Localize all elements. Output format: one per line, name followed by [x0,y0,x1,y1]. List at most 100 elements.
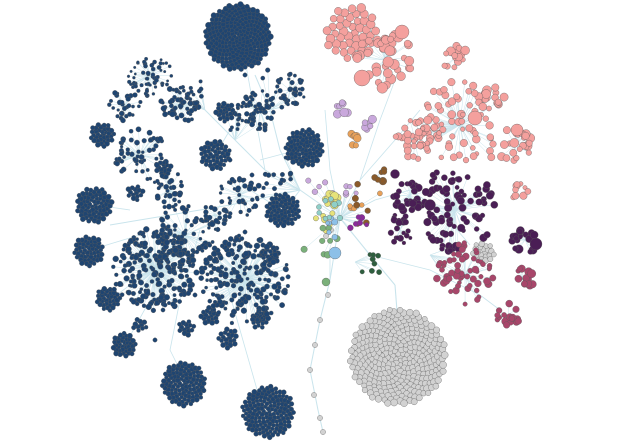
navy-community-node[interactable] [191,323,197,329]
navy-community-node[interactable] [170,301,176,307]
navy-community-node[interactable] [151,271,158,278]
navy-community-node[interactable] [130,299,137,305]
navy-community-node[interactable] [263,110,268,115]
navy-community-node[interactable] [218,273,223,278]
navy-community-node[interactable] [200,289,206,295]
grey-community-node[interactable] [440,341,448,349]
navy-community-node[interactable] [75,198,81,204]
navy-community-node[interactable] [310,162,315,168]
navy-community-node[interactable] [148,246,154,252]
navy-community-node[interactable] [252,92,258,98]
navy-community-node[interactable] [159,227,165,234]
navy-community-node[interactable] [286,135,292,142]
navy-community-node[interactable] [188,263,193,268]
salmon-community-node[interactable] [472,130,479,137]
navy-community-node[interactable] [185,332,191,338]
navy-community-node[interactable] [232,328,238,334]
plum-community-node[interactable] [447,247,454,254]
plum-community-node[interactable] [455,176,463,183]
plum-community-node[interactable] [431,215,438,223]
navy-community-node[interactable] [269,101,275,107]
plum-community-node[interactable] [402,213,409,220]
grey-community-node[interactable] [380,309,388,316]
salmon-community-node[interactable] [459,139,468,147]
navy-community-node[interactable] [116,108,120,112]
navy-community-node[interactable] [108,127,115,134]
rose-community-node[interactable] [469,275,477,283]
navy-community-node[interactable] [177,273,184,280]
lavender-community-node[interactable] [305,177,312,184]
navy-community-node[interactable] [173,228,177,232]
navy-community-node[interactable] [199,146,205,152]
navy-community-node[interactable] [172,293,177,297]
navy-community-node[interactable] [154,162,160,168]
navy-community-node[interactable] [181,403,187,409]
navy-community-node[interactable] [273,386,279,391]
navy-community-node[interactable] [237,192,242,198]
magenta-community-node[interactable] [356,219,363,226]
navy-community-node[interactable] [253,287,261,294]
rose-community-node[interactable] [527,269,537,279]
navy-community-node[interactable] [155,178,160,184]
plum-community-node[interactable] [390,169,400,179]
salmon-community-node[interactable] [500,140,509,149]
navy-community-node[interactable] [281,95,287,101]
navy-community-node[interactable] [217,283,224,289]
navy-community-node[interactable] [188,401,194,407]
salmon-community-node[interactable] [329,15,338,23]
navy-community-node[interactable] [151,147,156,152]
navy-community-node[interactable] [191,92,196,97]
navy-community-node[interactable] [296,161,302,167]
salmon-community-node[interactable] [444,142,454,151]
brown-community-node[interactable] [381,168,388,175]
navy-community-node[interactable] [248,265,253,270]
navy-community-node[interactable] [263,122,268,126]
rose-community-node[interactable] [505,299,513,308]
navy-community-node[interactable] [245,276,250,281]
navy-community-node[interactable] [137,252,142,258]
plum-community-node[interactable] [463,218,470,226]
navy-community-node[interactable] [292,87,298,92]
magenta-community-node[interactable] [347,224,354,231]
navy-community-node[interactable] [120,138,126,144]
navy-community-node[interactable] [132,157,137,162]
navy-community-node[interactable] [217,116,223,122]
navy-community-node[interactable] [290,130,296,136]
darkgreen-community-node[interactable] [359,269,365,275]
navy-community-node[interactable] [240,404,245,410]
navy-community-node[interactable] [238,209,243,214]
salmon-community-node[interactable] [465,124,474,132]
navy-community-node[interactable] [115,114,120,119]
navy-community-node[interactable] [177,199,182,204]
navy-community-node[interactable] [117,295,123,301]
rose-community-node[interactable] [461,240,467,246]
brown-community-node[interactable] [364,207,371,214]
navy-community-node[interactable] [74,254,80,260]
navy-community-node[interactable] [268,292,274,297]
navy-community-node[interactable] [300,78,304,83]
navy-community-node[interactable] [109,137,115,143]
navy-community-node[interactable] [146,258,152,264]
navy-community-node[interactable] [283,155,288,160]
navy-community-node[interactable] [235,122,241,127]
navy-community-node[interactable] [189,117,194,122]
navy-community-node[interactable] [273,192,279,198]
navy-community-node[interactable] [150,66,156,72]
navy-community-node[interactable] [135,184,141,189]
salmon-community-node[interactable] [336,33,345,42]
navy-community-node[interactable] [243,416,249,422]
salmon-community-node[interactable] [403,146,412,155]
navy-community-node[interactable] [163,234,170,240]
navy-community-node[interactable] [235,273,242,280]
navy-community-node[interactable] [181,88,186,93]
grey-community-node[interactable] [439,361,447,369]
salmon-community-node[interactable] [331,46,340,55]
grey-community-node[interactable] [325,292,331,298]
navy-community-node[interactable] [139,83,144,88]
navy-community-node[interactable] [203,162,209,167]
navy-community-node[interactable] [231,65,237,71]
salmon-community-node[interactable] [415,119,422,126]
salmon-community-node[interactable] [447,110,456,119]
navy-community-node[interactable] [227,157,233,163]
